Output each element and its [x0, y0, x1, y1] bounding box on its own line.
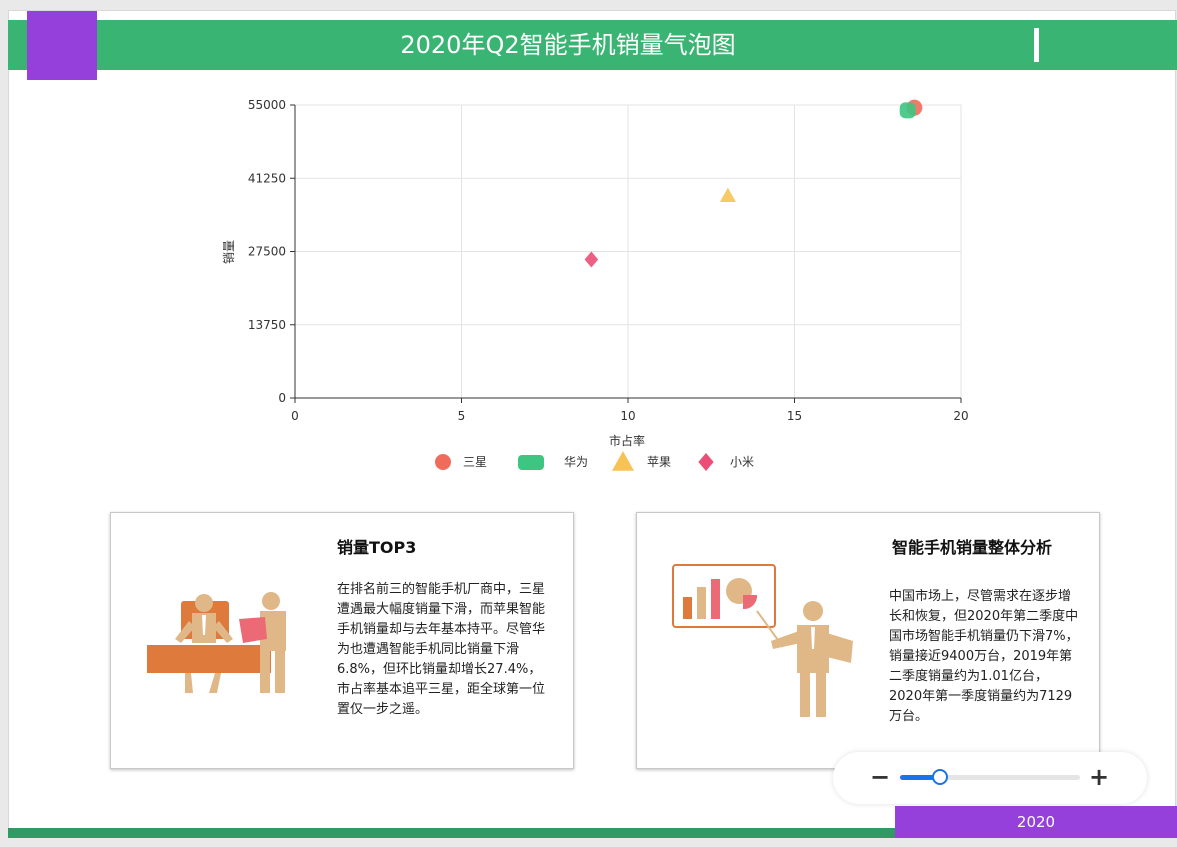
chart-ticks: 0 5 10 15 20 0 13750 27500 41250 55000 [248, 98, 969, 423]
card-overall-analysis: 智能手机销量整体分析 中国市场上，尽管需求在逐步增长和恢复，但2020年第二季度… [636, 512, 1100, 769]
y-tick-label: 13750 [248, 318, 286, 332]
y-tick-label: 41250 [248, 171, 286, 185]
chart-marks [584, 99, 923, 268]
card-sales-top3: 销量TOP3 在排名前三的智能手机厂商中，三星遭遇最大幅度销量下滑，而苹果智能手… [110, 512, 574, 769]
text-cursor [1034, 28, 1039, 62]
zoom-slider[interactable] [900, 769, 1080, 785]
meeting-illustration-icon [147, 592, 286, 693]
legend-label: 三星 [463, 455, 487, 469]
legend-swatch [612, 451, 634, 471]
header-bar: 2020年Q2智能手机销量气泡图 [8, 20, 1177, 70]
x-tick-label: 0 [291, 409, 299, 423]
x-tick-label: 15 [787, 409, 802, 423]
legend-item: 华为 [518, 455, 588, 470]
y-tick-label: 0 [278, 391, 286, 405]
card-title: 销量TOP3 [337, 538, 417, 557]
data-point [899, 102, 916, 119]
x-tick-label: 5 [458, 409, 466, 423]
legend-swatch [435, 454, 451, 470]
chart-grid [294, 104, 962, 399]
zoom-out-button[interactable]: − [869, 763, 891, 791]
legend-label: 苹果 [647, 455, 671, 469]
card-title: 智能手机销量整体分析 [892, 538, 1053, 557]
legend-swatch [698, 453, 714, 471]
zoom-control: − + [833, 752, 1147, 804]
chart-legend: 三星 华为 苹果 小米 [435, 451, 754, 471]
y-axis-label: 销量 [222, 240, 236, 264]
footer-bar [8, 828, 1177, 838]
y-tick-label: 55000 [248, 98, 286, 112]
legend-swatch [518, 455, 544, 470]
legend-item: 小米 [698, 453, 754, 471]
legend-label: 小米 [730, 455, 754, 469]
legend-item: 三星 [435, 454, 487, 470]
legend-item: 苹果 [612, 451, 671, 471]
y-tick-label: 27500 [248, 245, 286, 259]
card-text: 中国市场上，尽管需求在逐步增长和恢复，但2020年第二季度中国市场智能手机销量仍… [889, 589, 1079, 724]
x-tick-label: 20 [953, 409, 968, 423]
page-title: 2020年Q2智能手机销量气泡图 [400, 31, 736, 59]
x-axis-label: 市占率 [609, 433, 645, 448]
card-text: 在排名前三的智能手机厂商中，三星遭遇最大幅度销量下滑，而苹果智能手机销量却与去年… [337, 582, 546, 717]
footer-year-label: 2020 [895, 806, 1177, 838]
data-point [584, 251, 599, 268]
legend-label: 华为 [564, 455, 588, 469]
presentation-illustration-icon [672, 564, 853, 717]
x-tick-label: 10 [620, 409, 635, 423]
logo-block [27, 11, 97, 80]
zoom-in-button[interactable]: + [1088, 763, 1110, 791]
zoom-slider-thumb[interactable] [931, 769, 948, 785]
data-point [719, 187, 736, 202]
zoom-slider-fill [900, 775, 940, 780]
